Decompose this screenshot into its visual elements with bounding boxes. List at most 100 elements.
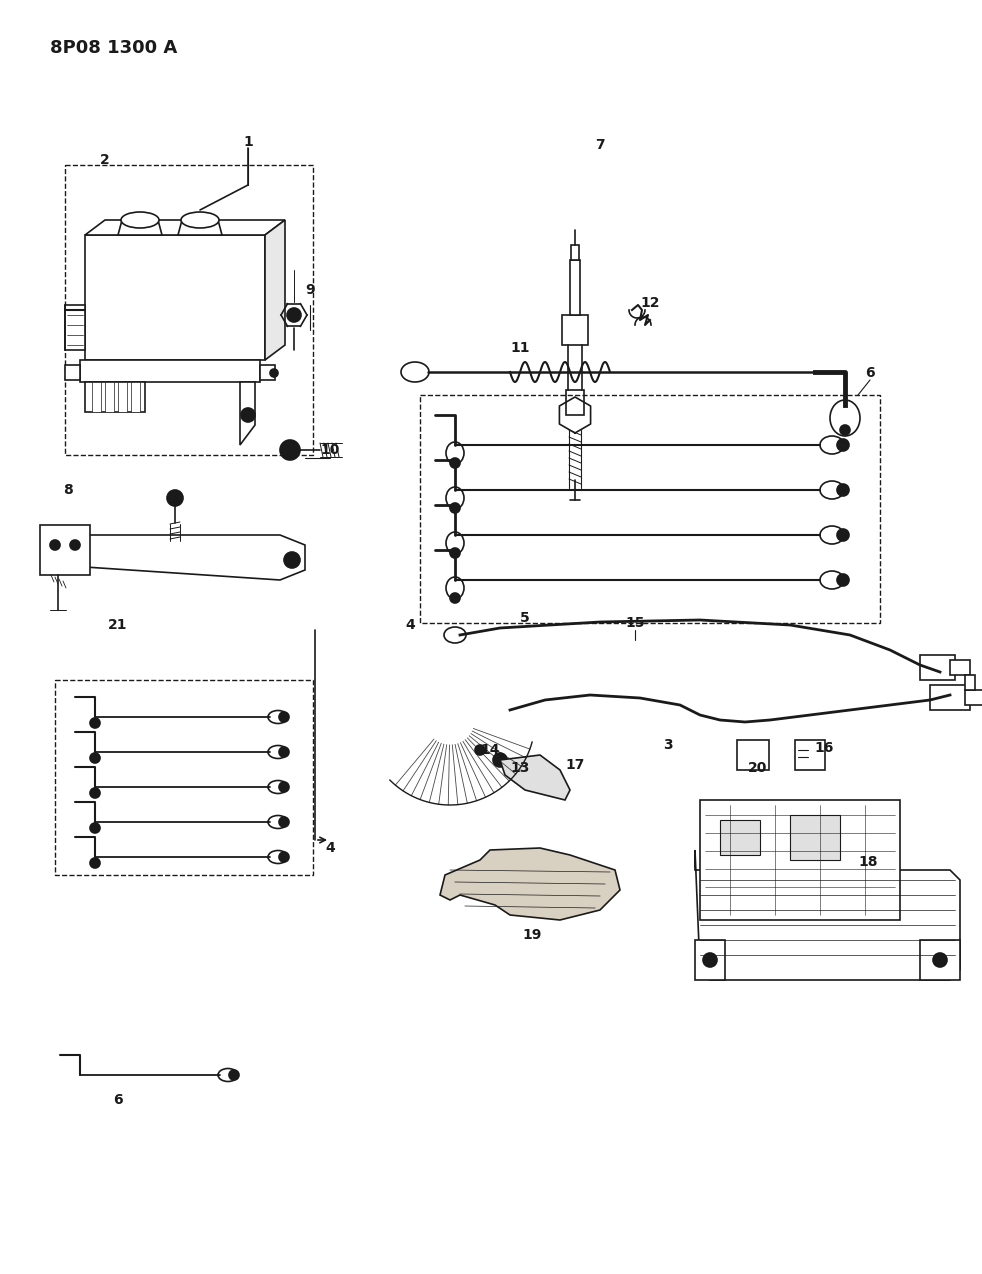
Circle shape bbox=[703, 953, 717, 967]
Bar bbox=[700, 800, 900, 920]
Circle shape bbox=[279, 747, 289, 757]
Bar bbox=[55, 680, 313, 875]
Ellipse shape bbox=[820, 436, 844, 454]
Ellipse shape bbox=[444, 627, 466, 643]
Text: 8P08 1300 A: 8P08 1300 A bbox=[50, 39, 177, 57]
Bar bbox=[720, 820, 760, 855]
Bar bbox=[930, 685, 970, 710]
Circle shape bbox=[284, 552, 300, 568]
Text: 18: 18 bbox=[858, 855, 878, 869]
Text: 20: 20 bbox=[748, 761, 768, 775]
Text: 14: 14 bbox=[480, 743, 500, 757]
Text: 13: 13 bbox=[511, 761, 529, 775]
Polygon shape bbox=[500, 755, 570, 800]
Bar bbox=[85, 382, 145, 412]
Ellipse shape bbox=[268, 745, 288, 758]
Ellipse shape bbox=[820, 571, 844, 589]
Text: 15: 15 bbox=[626, 617, 645, 631]
Text: 5: 5 bbox=[520, 612, 530, 626]
Bar bbox=[131, 382, 140, 412]
Circle shape bbox=[279, 817, 289, 827]
Text: 9: 9 bbox=[305, 283, 315, 297]
Bar bbox=[65, 166, 313, 455]
Ellipse shape bbox=[446, 577, 464, 599]
Text: 11: 11 bbox=[511, 341, 529, 355]
Ellipse shape bbox=[446, 487, 464, 510]
Circle shape bbox=[450, 548, 460, 558]
Circle shape bbox=[50, 540, 60, 550]
Ellipse shape bbox=[268, 815, 288, 828]
Ellipse shape bbox=[401, 362, 429, 382]
Bar bbox=[562, 315, 588, 345]
Ellipse shape bbox=[830, 400, 860, 436]
Ellipse shape bbox=[446, 442, 464, 464]
Circle shape bbox=[90, 857, 100, 868]
Ellipse shape bbox=[181, 211, 219, 228]
Bar bbox=[92, 382, 101, 412]
Ellipse shape bbox=[820, 526, 844, 544]
Bar bbox=[40, 525, 90, 575]
Circle shape bbox=[90, 753, 100, 763]
Circle shape bbox=[837, 440, 849, 451]
Bar bbox=[260, 364, 275, 380]
Text: 4: 4 bbox=[406, 618, 414, 632]
Bar bbox=[65, 304, 85, 350]
Circle shape bbox=[280, 440, 300, 460]
Ellipse shape bbox=[446, 533, 464, 554]
Circle shape bbox=[90, 823, 100, 833]
Circle shape bbox=[279, 712, 289, 722]
Text: 7: 7 bbox=[595, 138, 605, 152]
Text: 3: 3 bbox=[663, 738, 673, 752]
Ellipse shape bbox=[268, 851, 288, 864]
Text: 6: 6 bbox=[113, 1093, 123, 1107]
Ellipse shape bbox=[268, 711, 288, 724]
Bar bbox=[695, 940, 725, 980]
Circle shape bbox=[90, 719, 100, 727]
Circle shape bbox=[450, 592, 460, 603]
Text: 19: 19 bbox=[522, 927, 542, 941]
Polygon shape bbox=[240, 382, 255, 445]
Polygon shape bbox=[85, 220, 285, 234]
Circle shape bbox=[837, 575, 849, 586]
Polygon shape bbox=[118, 220, 162, 234]
Ellipse shape bbox=[268, 781, 288, 794]
Circle shape bbox=[837, 529, 849, 541]
Polygon shape bbox=[178, 220, 222, 234]
Circle shape bbox=[90, 789, 100, 798]
Circle shape bbox=[493, 753, 507, 767]
Circle shape bbox=[270, 369, 278, 377]
Circle shape bbox=[450, 503, 460, 513]
Bar bbox=[965, 675, 975, 691]
Bar bbox=[790, 815, 840, 860]
Circle shape bbox=[450, 457, 460, 468]
Circle shape bbox=[287, 308, 301, 322]
Text: 10: 10 bbox=[320, 443, 340, 457]
Bar bbox=[737, 740, 769, 769]
Polygon shape bbox=[55, 535, 305, 580]
Text: 8: 8 bbox=[63, 483, 73, 497]
Bar bbox=[566, 390, 584, 415]
Bar bbox=[65, 364, 80, 380]
Bar bbox=[570, 260, 580, 315]
Circle shape bbox=[279, 852, 289, 862]
Bar bbox=[105, 382, 114, 412]
Text: 12: 12 bbox=[640, 296, 660, 310]
Bar bbox=[920, 655, 955, 680]
Text: 17: 17 bbox=[566, 758, 584, 772]
Text: 2: 2 bbox=[100, 153, 110, 167]
Bar bbox=[85, 234, 265, 361]
Circle shape bbox=[70, 540, 80, 550]
Circle shape bbox=[279, 782, 289, 792]
Text: 16: 16 bbox=[814, 741, 834, 755]
Circle shape bbox=[475, 745, 485, 755]
Text: 21: 21 bbox=[108, 618, 128, 632]
Bar bbox=[80, 361, 260, 382]
Bar bbox=[920, 940, 960, 980]
Bar bbox=[795, 740, 825, 769]
Bar bbox=[420, 395, 880, 623]
Circle shape bbox=[933, 953, 947, 967]
Circle shape bbox=[241, 408, 255, 422]
Polygon shape bbox=[265, 220, 285, 361]
Text: 4: 4 bbox=[325, 841, 335, 855]
Ellipse shape bbox=[218, 1069, 238, 1082]
